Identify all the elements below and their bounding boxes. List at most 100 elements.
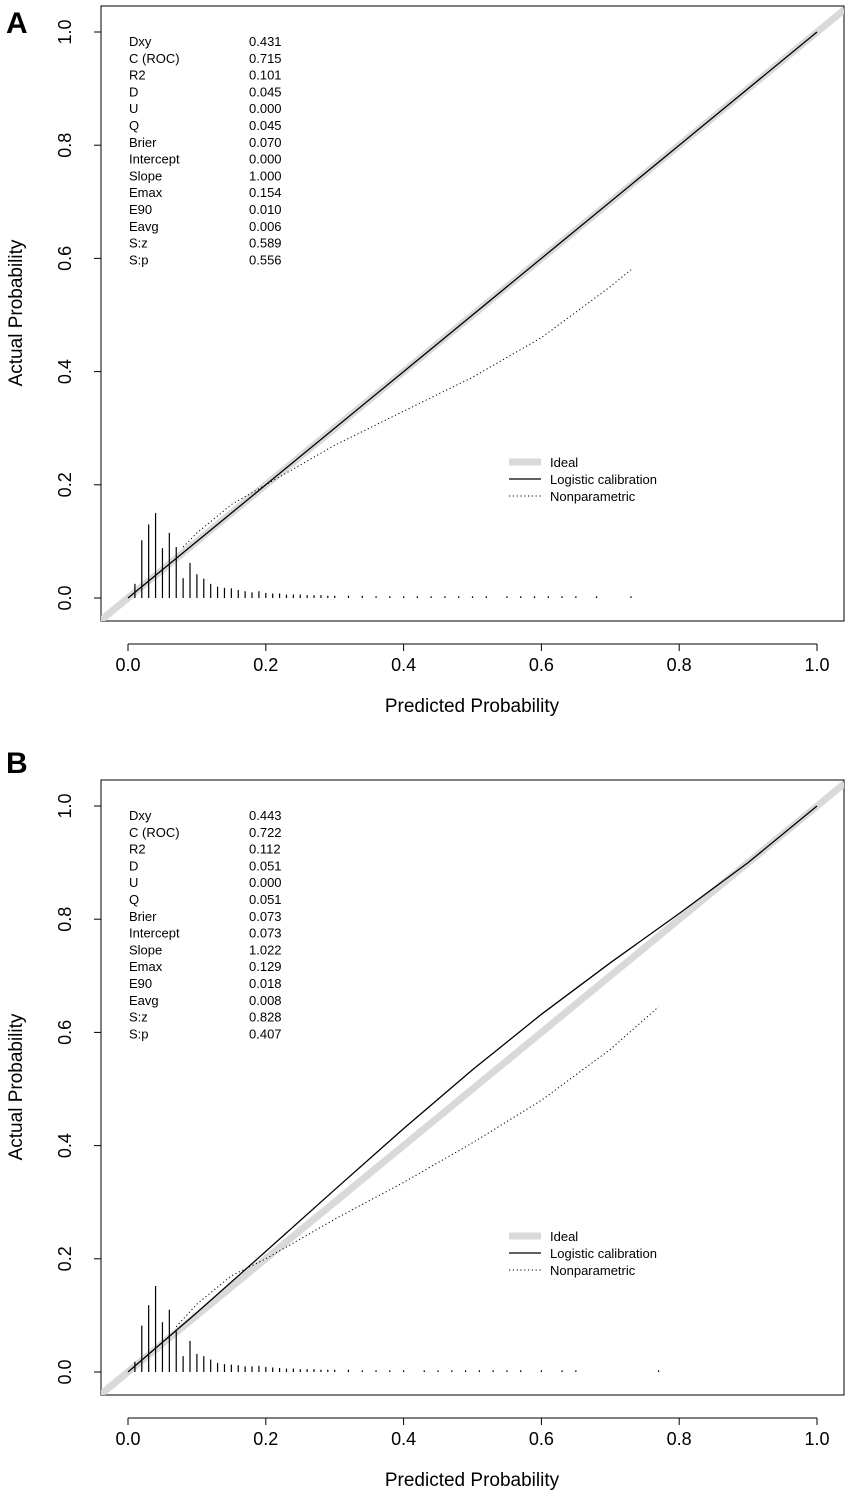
x-tick-label: 0.4 xyxy=(391,655,416,675)
y-tick-label: 0.6 xyxy=(55,246,75,271)
stat-value: 0.154 xyxy=(249,185,282,200)
legend-label: Nonparametric xyxy=(550,489,636,504)
series-logistic-calibration xyxy=(127,805,818,1373)
stat-name: D xyxy=(129,858,138,873)
y-tick-label: 0.0 xyxy=(55,1359,75,1384)
stat-value: 0.073 xyxy=(249,909,282,924)
stat-name: C (ROC) xyxy=(129,825,180,840)
stat-value: 0.101 xyxy=(249,68,282,83)
legend-label: Nonparametric xyxy=(550,1263,636,1278)
plot-svg-b: B 0.0 0.2 0.4 0.6 0.8 1.0 0.00.20.40.60.81.0 … xyxy=(6,749,845,1491)
stat-value: 0.070 xyxy=(249,135,282,150)
stat-name: S:p xyxy=(129,252,149,267)
y-tick-label: 1.0 xyxy=(55,793,75,818)
stat-value: 0.589 xyxy=(249,236,282,251)
stat-value: 0.008 xyxy=(249,993,282,1008)
y-tick-label: 0.4 xyxy=(55,359,75,384)
series-nonparametric xyxy=(175,1006,659,1328)
legend-label: Ideal xyxy=(550,455,578,470)
stat-value: 0.073 xyxy=(249,926,282,941)
series-ideal xyxy=(101,780,844,1395)
stats-table: Dxy 0.443 C (ROC) 0.722 R2 0.112 D 0.051 U 0.000 Q… xyxy=(129,808,282,1041)
x-tick-label: 0.6 xyxy=(529,655,554,675)
series-layer xyxy=(101,6,844,621)
x-axis: 0.0 0.2 0.4 0.6 0.8 1.0 xyxy=(115,643,830,675)
legend-label: Logistic calibration xyxy=(550,1246,657,1261)
y-tick-label: 0.2 xyxy=(55,472,75,497)
y-tick-label: 0.6 xyxy=(55,1020,75,1045)
x-tick-label: 0.0 xyxy=(115,655,140,675)
plot-svg-a: A 0.0 0.2 0.4 0.6 0.8 1.0 0.00.20.40.60.81.0 … xyxy=(6,5,845,717)
stat-value: 0.828 xyxy=(249,1010,282,1025)
stat-name: E90 xyxy=(129,976,152,991)
y-axis-title: Actual Probability xyxy=(6,239,27,386)
stat-value: 0.715 xyxy=(249,51,282,66)
stat-name: Emax xyxy=(129,959,163,974)
series-logistic-calibration xyxy=(127,31,818,599)
stat-name: Eavg xyxy=(129,219,159,234)
stat-name: Intercept xyxy=(129,152,180,167)
stat-value: 0.407 xyxy=(249,1026,282,1041)
stat-name: Intercept xyxy=(129,926,180,941)
x-tick-label: 0.8 xyxy=(667,1429,692,1449)
x-tick-label: 0.2 xyxy=(253,655,278,675)
stat-name: U xyxy=(129,101,138,116)
x-tick-label: 1.0 xyxy=(804,1429,829,1449)
y-axis: 0.0 0.2 0.4 0.6 0.8 1.0 xyxy=(55,19,102,611)
stat-value: 0.129 xyxy=(249,959,282,974)
legend: Ideal Logistic calibration Nonparametric xyxy=(509,1229,657,1278)
x-axis: 0.0 0.2 0.4 0.6 0.8 1.0 xyxy=(115,1417,830,1449)
y-tick-label: 0.4 xyxy=(55,1133,75,1158)
stat-name: Q xyxy=(129,118,139,133)
stat-name: S:z xyxy=(129,1010,148,1025)
stat-name: Eavg xyxy=(129,993,159,1008)
stat-value: 0.722 xyxy=(249,825,282,840)
stat-name: S:z xyxy=(129,236,148,251)
stat-name: C (ROC) xyxy=(129,51,180,66)
stat-value: 0.010 xyxy=(249,202,282,217)
histogram-spikes xyxy=(134,1285,660,1372)
y-tick-label: 0.2 xyxy=(55,1246,75,1271)
stat-name: Q xyxy=(129,892,139,907)
x-tick-label: 0.8 xyxy=(667,655,692,675)
stat-value: 0.018 xyxy=(249,976,282,991)
stat-name: Brier xyxy=(129,135,157,150)
stat-value: 0.000 xyxy=(249,152,282,167)
stat-name: Brier xyxy=(129,909,157,924)
stat-value: 0.431 xyxy=(249,34,282,49)
calibration-plot-a: A 0.0 0.2 0.4 0.6 0.8 1.0 0.0 0.2 0.4 0.6 0.8 1.0 … xyxy=(6,5,845,717)
x-axis-title: Predicted Probability xyxy=(385,696,560,717)
stat-value: 0.045 xyxy=(249,84,282,99)
y-tick-label: 0.8 xyxy=(55,133,75,158)
x-tick-label: 0.2 xyxy=(253,1429,278,1449)
stat-name: Emax xyxy=(129,185,163,200)
stat-name: R2 xyxy=(129,842,146,857)
y-tick-label: 0.8 xyxy=(55,907,75,932)
panel-letter: A xyxy=(6,7,28,40)
stat-name: U xyxy=(129,875,138,890)
legend-label: Logistic calibration xyxy=(550,472,657,487)
panel-letter: B xyxy=(6,749,28,780)
series-layer xyxy=(101,780,844,1395)
stat-name: Slope xyxy=(129,168,162,183)
stat-value: 0.443 xyxy=(249,808,282,823)
stat-value: 0.051 xyxy=(249,858,282,873)
stat-name: D xyxy=(129,84,138,99)
x-axis-title: Predicted Probability xyxy=(385,1470,560,1491)
stat-value: 0.000 xyxy=(249,101,282,116)
x-tick-label: 0.6 xyxy=(529,1429,554,1449)
y-axis-title: Actual Probability xyxy=(6,1013,27,1160)
x-tick-label: 1.0 xyxy=(804,655,829,675)
stat-value: 1.022 xyxy=(249,942,282,957)
stat-value: 1.000 xyxy=(249,168,282,183)
stat-value: 0.112 xyxy=(249,842,281,857)
legend-label: Ideal xyxy=(550,1229,578,1244)
stat-name: Slope xyxy=(129,942,162,957)
y-tick-label: 1.0 xyxy=(55,19,75,44)
y-tick-label: 0.0 xyxy=(55,585,75,610)
stat-value: 0.045 xyxy=(249,118,282,133)
stat-value: 0.006 xyxy=(249,219,282,234)
histogram-spikes xyxy=(134,513,632,598)
series-nonparametric xyxy=(182,269,632,548)
x-tick-label: 0.0 xyxy=(115,1429,140,1449)
